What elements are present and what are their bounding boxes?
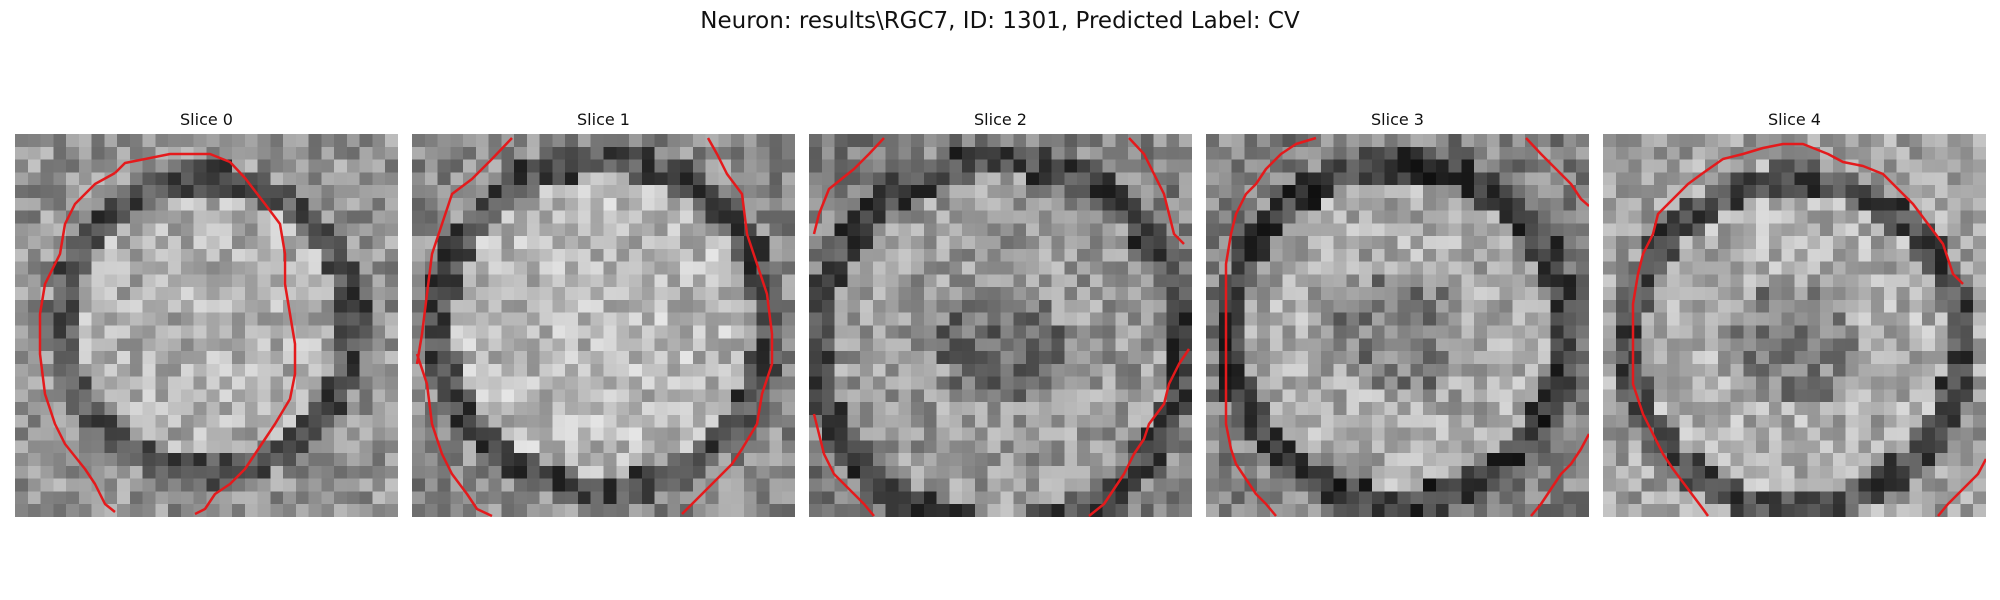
slice-panel-1: Slice 1 [412,108,795,517]
contour-line [114,152,297,516]
contour-line [812,137,885,235]
contour-overlay [812,137,1191,517]
grayscale-micrograph [1603,134,1986,517]
contour-line [415,137,513,365]
contour-overlay [415,137,774,517]
slice-title: Slice 1 [577,110,630,129]
grayscale-micrograph [809,134,1192,517]
slice-image-2 [809,134,1192,517]
slice-panel-4: Slice 4 [1603,108,1986,517]
grayscale-micrograph [412,134,795,517]
contour-line [1530,433,1589,517]
contour-line [1702,142,1964,285]
slice-image-1 [412,134,795,517]
slice-image-3 [1206,134,1589,517]
slice-title: Slice 0 [180,110,233,129]
slice-panel-2: Slice 2 [809,108,1192,517]
contour-overlay [38,152,297,516]
contour-line [415,353,493,517]
contour-overlay [1631,142,1986,517]
figure-title: Neuron: results\RGC7, ID: 1301, Predicte… [700,8,1300,34]
slice-image-0 [15,134,398,517]
contour-line [1937,458,1986,517]
slice-title: Slice 3 [1371,110,1424,129]
grayscale-micrograph [1206,134,1589,517]
slice-image-4 [1603,134,1986,517]
contour-line [38,171,116,513]
contour-line [1631,171,1710,517]
contour-line [1525,137,1589,207]
slice-panel-3: Slice 3 [1206,108,1589,517]
grayscale-micrograph [15,134,398,517]
slice-panel-0: Slice 0 [15,108,398,517]
contour-overlay [1224,136,1589,517]
contour-line [1088,348,1191,517]
contour-line [681,137,774,515]
contour-line [812,413,875,517]
slice-title: Slice 4 [1768,110,1821,129]
slice-title: Slice 2 [974,110,1027,129]
contour-line [1224,136,1317,517]
contour-line [1128,137,1185,245]
